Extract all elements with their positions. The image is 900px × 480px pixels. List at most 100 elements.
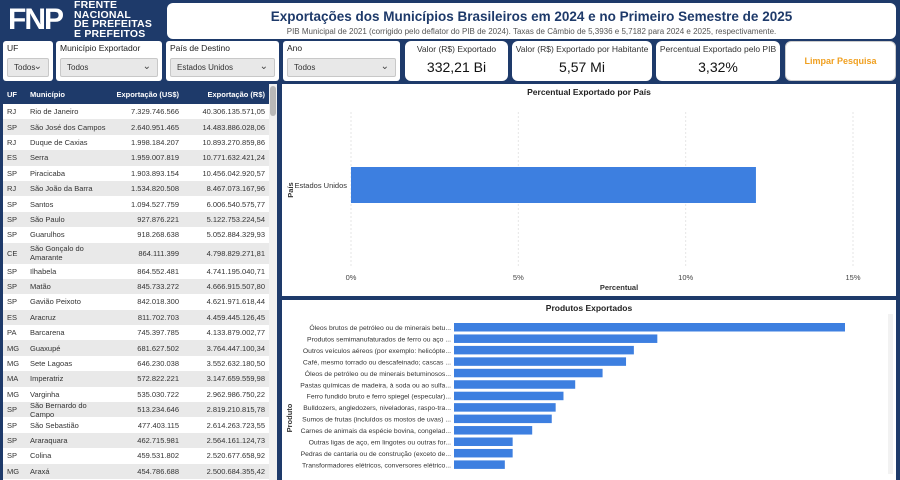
- table-row[interactable]: BACamaçari424.162.7562.323.700.954,76: [3, 478, 269, 480]
- kpi-label: Valor (R$) Exportado por Habitante: [515, 44, 649, 54]
- table-row[interactable]: SP Guarulhos 918.268.638 5.052.884.329,93: [3, 227, 269, 243]
- cell-uf: SP: [7, 282, 18, 292]
- table-row[interactable]: SP São Bernardo do Campo 513.234.646 2.819.…: [3, 400, 269, 419]
- table-row[interactable]: ES Serra 1.959.007.819 10.771.632.421,24: [3, 150, 269, 166]
- cell-brl: 4.798.829.271,81: [206, 248, 265, 258]
- kpi-percentual-pib: Percentual Exportado pelo PIB 3,32%: [656, 41, 780, 81]
- kpi-label: Percentual Exportado pelo PIB: [659, 44, 777, 54]
- column-header-uf[interactable]: UF: [7, 89, 17, 99]
- product-bar[interactable]: [454, 345, 634, 355]
- chart-scrollbar[interactable]: [888, 314, 893, 474]
- table-row[interactable]: RJ São João da Barra 1.534.820.508 8.467.07…: [3, 180, 269, 197]
- product-label: Transformadores elétricos, conversores e…: [302, 462, 451, 469]
- product-bar[interactable]: [454, 414, 552, 424]
- product-bar[interactable]: [454, 403, 556, 412]
- logo-mark: FNP: [8, 3, 64, 36]
- cell-usd: 572.822.221: [137, 374, 179, 384]
- filter-pais-dropdown[interactable]: Estados Unidos ⌄: [170, 58, 275, 77]
- product-bar[interactable]: [454, 357, 627, 366]
- table-row[interactable]: RJ Rio de Janeiro 7.329.746.566 40.306.135.…: [3, 104, 269, 120]
- cell-uf: MG: [7, 466, 20, 476]
- table-row[interactable]: SP Ilhabela 864.552.481 4.741.195.040,71: [3, 263, 269, 279]
- report-header: Exportações dos Municípios Brasileiros e…: [167, 3, 896, 39]
- column-header-municipio[interactable]: Município: [30, 89, 65, 99]
- filter-label: País de Destino: [170, 43, 231, 53]
- kpi-valor-exportado: Valor (R$) Exportado 332,21 Bi: [405, 41, 508, 81]
- table-row[interactable]: CE São Gonçalo do Amarante 864.111.399 4.79…: [3, 242, 269, 264]
- cell-brl: 4.621.971.618,44: [206, 297, 265, 307]
- product-label: Carnes de animais da espécie bovina, con…: [301, 428, 451, 435]
- table-row[interactable]: SP São José dos Campos 2.640.951.465 14.483…: [3, 119, 269, 135]
- product-bar[interactable]: [454, 380, 576, 389]
- table-row[interactable]: MA Imperatriz 572.822.221 3.147.659.559,98: [3, 371, 269, 387]
- product-label: Ferro fundido bruto e ferro spiegel (esp…: [307, 394, 451, 401]
- chart-produtos-exportados: Produtos Exportados Óleos brutos de petr…: [282, 300, 896, 480]
- cell-usd: 845.733.272: [137, 282, 179, 292]
- table-header: UF Município Exportação (US$) Exportação…: [3, 84, 269, 104]
- product-bar[interactable]: [454, 448, 513, 458]
- table-row[interactable]: MG Sete Lagoas 646.230.038 3.552.632.180,50: [3, 355, 269, 372]
- table-row[interactable]: SP Santos 1.094.527.759 6.006.540.575,77: [3, 196, 269, 212]
- table-row[interactable]: ES Aracruz 811.702.703 4.459.445.126,45: [3, 309, 269, 326]
- table-row[interactable]: SP Matão 845.733.272 4.666.915.507,80: [3, 278, 269, 295]
- logo-line: FRENTE: [74, 0, 118, 11]
- table-row[interactable]: SP Gavião Peixoto 842.018.300 4.621.971.618…: [3, 294, 269, 310]
- table-row[interactable]: SP São Paulo 927.876.221 5.122.753.224,54: [3, 211, 269, 228]
- cell-brl: 6.006.540.575,77: [206, 199, 265, 209]
- cell-usd: 927.876.221: [137, 214, 179, 224]
- clear-filters-button[interactable]: Limpar Pesquisa: [785, 41, 896, 81]
- chevron-down-icon: ⌄: [259, 61, 268, 72]
- table-row[interactable]: MG Araxá 454.786.688 2.500.684.355,42: [3, 463, 269, 479]
- cell-usd: 646.230.038: [137, 359, 179, 369]
- page-subtitle: PIB Municipal de 2021 (corrigido pelo de…: [286, 27, 777, 36]
- cell-usd: 462.715.981: [137, 436, 179, 445]
- table-scrollbar[interactable]: [269, 84, 277, 480]
- scrollbar-thumb[interactable]: [270, 86, 276, 116]
- cell-municipio: São José dos Campos: [30, 122, 106, 132]
- filter-municipio-dropdown[interactable]: Todos ⌄: [60, 58, 158, 77]
- cell-usd: 864.552.481: [137, 266, 179, 276]
- cell-municipio: São Sebastião: [30, 420, 79, 430]
- chart-title: Produtos Exportados: [545, 303, 633, 313]
- column-header-brl[interactable]: Exportação (R$): [207, 89, 265, 99]
- cell-uf: CE: [7, 248, 18, 258]
- product-label: Pedras de cantaria ou de construção (exc…: [301, 451, 451, 458]
- cell-municipio: São Bernardo do Campo: [30, 400, 87, 419]
- cell-brl: 4.741.195.040,71: [206, 266, 265, 276]
- bar-estados-unidos[interactable]: [351, 167, 756, 203]
- kpi-value: 3,32%: [698, 59, 738, 75]
- table-row[interactable]: RJ Duque de Caxias 1.998.184.207 10.893.270…: [3, 134, 269, 151]
- cell-uf: MG: [7, 359, 20, 369]
- table-row[interactable]: SP São Sebastião 477.403.115 2.614.263.723,…: [3, 417, 269, 433]
- cell-brl: 5.122.753.224,54: [206, 214, 265, 224]
- table-row[interactable]: SP Araraquara 462.715.981 2.564.161.124,73: [3, 432, 269, 449]
- cell-uf: SP: [7, 122, 18, 132]
- cell-usd: 1.903.893.154: [131, 168, 179, 178]
- product-label: Produtos semimanufaturados de ferro ou a…: [307, 336, 451, 343]
- table-row[interactable]: MG Varginha 535.030.722 2.962.986.750,22: [3, 386, 269, 403]
- column-header-usd[interactable]: Exportação (US$): [116, 89, 179, 99]
- cell-municipio: Ilhabela: [30, 266, 57, 276]
- filter-ano-dropdown[interactable]: Todos ⌄: [287, 58, 396, 77]
- filter-uf-dropdown[interactable]: Todos ⌄: [7, 58, 49, 77]
- product-bar[interactable]: [454, 437, 513, 447]
- product-bar[interactable]: [454, 426, 533, 435]
- product-bar[interactable]: [454, 460, 505, 469]
- product-bar[interactable]: [454, 323, 845, 332]
- cell-uf: RJ: [7, 107, 17, 117]
- table-row[interactable]: SP Piracicaba 1.903.893.154 10.456.042.920,…: [3, 165, 269, 181]
- product-label: Café, mesmo torrado ou descafeinado; cas…: [303, 359, 451, 366]
- cell-uf: SP: [7, 266, 18, 276]
- product-bar[interactable]: [454, 334, 658, 343]
- filter-label: UF: [7, 43, 19, 53]
- kpi-value: 332,21 Bi: [426, 59, 487, 75]
- cell-usd: 1.094.527.759: [131, 199, 179, 209]
- table-row[interactable]: MG Guaxupé 681.627.502 3.764.447.100,34: [3, 340, 269, 356]
- cell-brl: 5.052.884.329,93: [206, 230, 265, 240]
- product-bar[interactable]: [454, 368, 603, 378]
- table-row[interactable]: PA Barcarena 745.397.785 4.133.879.002,77: [3, 325, 269, 341]
- table-row[interactable]: SP Colina 459.531.802 2.520.677.658,92: [3, 448, 269, 464]
- cell-uf: RJ: [7, 137, 17, 147]
- product-bar[interactable]: [454, 391, 564, 401]
- cell-brl: 3.147.659.559,98: [206, 374, 265, 384]
